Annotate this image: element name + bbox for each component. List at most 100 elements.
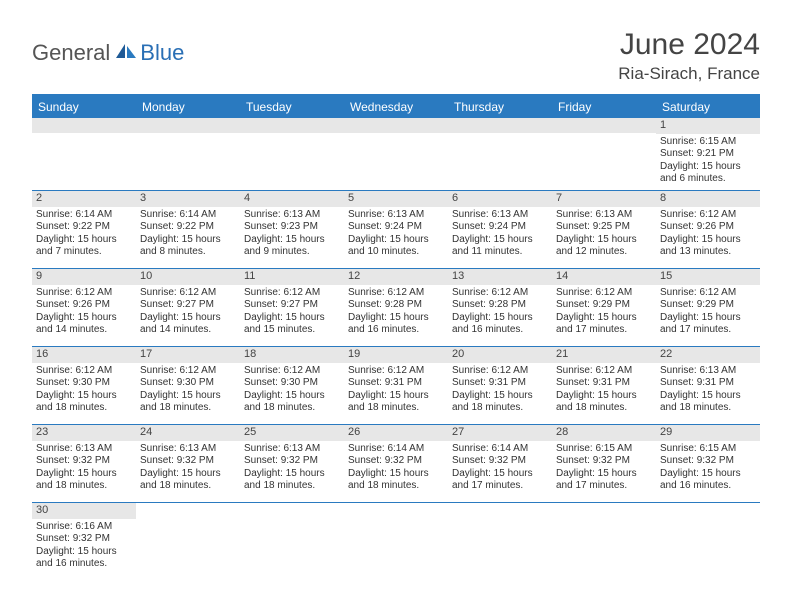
daylight-text: Daylight: 15 hours and 16 minutes.: [452, 312, 548, 337]
sunset-text: Sunset: 9:29 PM: [660, 299, 756, 312]
day-number-bar: [32, 118, 136, 133]
day-number-bar: 7: [552, 191, 656, 207]
day-number-bar: 4: [240, 191, 344, 207]
calendar-cell: 23Sunrise: 6:13 AMSunset: 9:32 PMDayligh…: [32, 424, 136, 502]
location: Ria-Sirach, France: [618, 64, 760, 84]
sunset-text: Sunset: 9:26 PM: [36, 299, 132, 312]
day-number-bar: 26: [344, 425, 448, 441]
daylight-text: Daylight: 15 hours and 18 minutes.: [140, 390, 236, 415]
sunrise-text: Sunrise: 6:12 AM: [36, 287, 132, 300]
sunset-text: Sunset: 9:29 PM: [556, 299, 652, 312]
sunrise-text: Sunrise: 6:12 AM: [660, 209, 756, 222]
calendar-cell: 19Sunrise: 6:12 AMSunset: 9:31 PMDayligh…: [344, 346, 448, 424]
daylight-text: Daylight: 15 hours and 18 minutes.: [556, 390, 652, 415]
calendar-cell: [344, 502, 448, 576]
header: General Blue June 2024 Ria-Sirach, Franc…: [32, 28, 760, 84]
daylight-text: Daylight: 15 hours and 17 minutes.: [452, 468, 548, 493]
daylight-text: Daylight: 15 hours and 6 minutes.: [660, 161, 756, 186]
calendar-cell: 30Sunrise: 6:16 AMSunset: 9:32 PMDayligh…: [32, 502, 136, 576]
sunset-text: Sunset: 9:32 PM: [660, 455, 756, 468]
day-number-bar: 30: [32, 503, 136, 519]
day-number-bar: 3: [136, 191, 240, 207]
sunrise-text: Sunrise: 6:12 AM: [660, 287, 756, 300]
sunrise-text: Sunrise: 6:12 AM: [452, 287, 548, 300]
sunset-text: Sunset: 9:27 PM: [140, 299, 236, 312]
calendar-cell: [240, 502, 344, 576]
day-number-bar: 27: [448, 425, 552, 441]
day-number-bar: 29: [656, 425, 760, 441]
calendar-cell: 27Sunrise: 6:14 AMSunset: 9:32 PMDayligh…: [448, 424, 552, 502]
sunrise-text: Sunrise: 6:13 AM: [244, 443, 340, 456]
day-number-bar: [552, 118, 656, 133]
calendar-body: 1Sunrise: 6:15 AMSunset: 9:21 PMDaylight…: [32, 118, 760, 576]
daylight-text: Daylight: 15 hours and 8 minutes.: [140, 234, 236, 259]
day-number-bar: 22: [656, 347, 760, 363]
day-number-bar: 6: [448, 191, 552, 207]
day-number-bar: 25: [240, 425, 344, 441]
weekday-header: Sunday: [32, 95, 136, 118]
day-number-bar: 23: [32, 425, 136, 441]
calendar-row: 9Sunrise: 6:12 AMSunset: 9:26 PMDaylight…: [32, 268, 760, 346]
sunset-text: Sunset: 9:25 PM: [556, 221, 652, 234]
calendar-cell: 8Sunrise: 6:12 AMSunset: 9:26 PMDaylight…: [656, 190, 760, 268]
day-number-bar: 21: [552, 347, 656, 363]
day-number-bar: 9: [32, 269, 136, 285]
sunrise-text: Sunrise: 6:13 AM: [36, 443, 132, 456]
weekday-header: Tuesday: [240, 95, 344, 118]
day-number-bar: 24: [136, 425, 240, 441]
sunset-text: Sunset: 9:31 PM: [452, 377, 548, 390]
calendar-cell: 14Sunrise: 6:12 AMSunset: 9:29 PMDayligh…: [552, 268, 656, 346]
daylight-text: Daylight: 15 hours and 16 minutes.: [660, 468, 756, 493]
day-number-bar: 28: [552, 425, 656, 441]
day-number-bar: [448, 118, 552, 133]
sunset-text: Sunset: 9:26 PM: [660, 221, 756, 234]
sunset-text: Sunset: 9:31 PM: [348, 377, 444, 390]
day-number-bar: 18: [240, 347, 344, 363]
day-number-bar: 13: [448, 269, 552, 285]
day-number-bar: 19: [344, 347, 448, 363]
day-number-bar: 16: [32, 347, 136, 363]
brand-part1: General: [32, 40, 110, 66]
sunrise-text: Sunrise: 6:12 AM: [244, 365, 340, 378]
daylight-text: Daylight: 15 hours and 18 minutes.: [452, 390, 548, 415]
weekday-header-row: Sunday Monday Tuesday Wednesday Thursday…: [32, 95, 760, 118]
calendar-cell: 28Sunrise: 6:15 AMSunset: 9:32 PMDayligh…: [552, 424, 656, 502]
sail-icon: [114, 42, 138, 60]
daylight-text: Daylight: 15 hours and 18 minutes.: [244, 468, 340, 493]
calendar-cell: 5Sunrise: 6:13 AMSunset: 9:24 PMDaylight…: [344, 190, 448, 268]
sunrise-text: Sunrise: 6:12 AM: [348, 287, 444, 300]
sunrise-text: Sunrise: 6:13 AM: [244, 209, 340, 222]
daylight-text: Daylight: 15 hours and 18 minutes.: [36, 390, 132, 415]
day-number-bar: 5: [344, 191, 448, 207]
calendar-row: 30Sunrise: 6:16 AMSunset: 9:32 PMDayligh…: [32, 502, 760, 576]
calendar-row: 2Sunrise: 6:14 AMSunset: 9:22 PMDaylight…: [32, 190, 760, 268]
calendar-cell: [240, 118, 344, 190]
daylight-text: Daylight: 15 hours and 14 minutes.: [140, 312, 236, 337]
calendar-table: Sunday Monday Tuesday Wednesday Thursday…: [32, 94, 760, 576]
daylight-text: Daylight: 15 hours and 17 minutes.: [556, 468, 652, 493]
daylight-text: Daylight: 15 hours and 14 minutes.: [36, 312, 132, 337]
sunrise-text: Sunrise: 6:12 AM: [556, 287, 652, 300]
daylight-text: Daylight: 15 hours and 15 minutes.: [244, 312, 340, 337]
sunset-text: Sunset: 9:31 PM: [556, 377, 652, 390]
sunrise-text: Sunrise: 6:14 AM: [140, 209, 236, 222]
sunset-text: Sunset: 9:32 PM: [556, 455, 652, 468]
calendar-cell: 21Sunrise: 6:12 AMSunset: 9:31 PMDayligh…: [552, 346, 656, 424]
sunset-text: Sunset: 9:24 PM: [348, 221, 444, 234]
daylight-text: Daylight: 15 hours and 10 minutes.: [348, 234, 444, 259]
calendar-row: 1Sunrise: 6:15 AMSunset: 9:21 PMDaylight…: [32, 118, 760, 190]
calendar-cell: 11Sunrise: 6:12 AMSunset: 9:27 PMDayligh…: [240, 268, 344, 346]
daylight-text: Daylight: 15 hours and 9 minutes.: [244, 234, 340, 259]
day-number-bar: 10: [136, 269, 240, 285]
calendar-cell: 13Sunrise: 6:12 AMSunset: 9:28 PMDayligh…: [448, 268, 552, 346]
day-number-bar: 1: [656, 118, 760, 134]
weekday-header: Monday: [136, 95, 240, 118]
calendar-cell: [136, 118, 240, 190]
calendar-cell: 4Sunrise: 6:13 AMSunset: 9:23 PMDaylight…: [240, 190, 344, 268]
sunrise-text: Sunrise: 6:13 AM: [452, 209, 548, 222]
weekday-header: Thursday: [448, 95, 552, 118]
sunset-text: Sunset: 9:32 PM: [348, 455, 444, 468]
weekday-header: Friday: [552, 95, 656, 118]
sunset-text: Sunset: 9:32 PM: [452, 455, 548, 468]
calendar-cell: [552, 118, 656, 190]
